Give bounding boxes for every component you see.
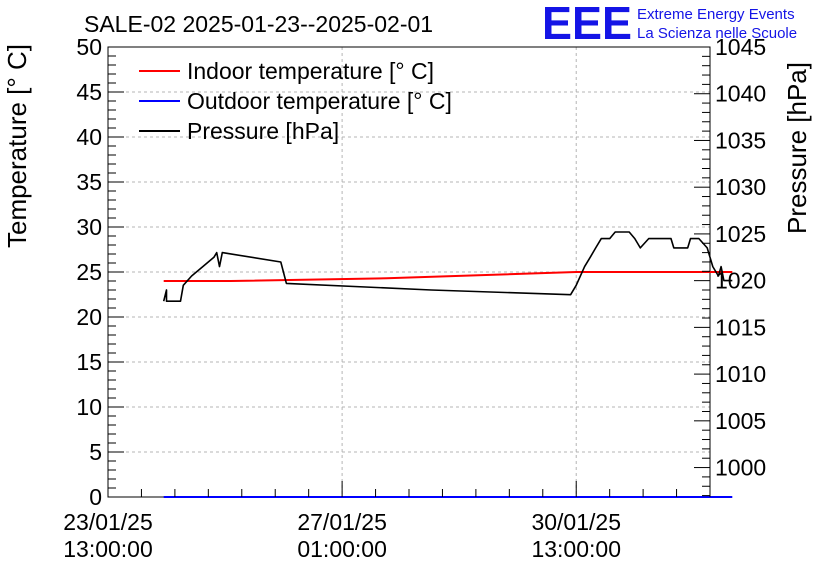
left-tick-label: 20 xyxy=(76,304,102,330)
right-tick-label: 1020 xyxy=(715,268,766,294)
left-tick-label: 45 xyxy=(76,79,102,105)
eee-logo-line2: La Scienza nelle Scuole xyxy=(637,25,797,42)
x-tick-label-date: 30/01/25 xyxy=(531,509,621,535)
left-tick-label: 40 xyxy=(76,124,102,150)
x-tick-label-time: 13:00:00 xyxy=(531,536,621,562)
chart-title: SALE-02 2025-01-23--2025-02-01 xyxy=(84,11,433,37)
legend-label: Outdoor temperature [° C] xyxy=(187,88,452,114)
left-tick-label: 0 xyxy=(89,484,102,510)
left-axis-ticks: 0 5 10 15 20 25 30 35 40 45 50 xyxy=(76,34,124,510)
legend: Indoor temperature [° C] Outdoor temperat… xyxy=(139,58,452,144)
series-line-0 xyxy=(163,271,733,282)
eee-logo: EEE Extreme Energy Events La Scienza nel… xyxy=(542,0,797,49)
series-lines xyxy=(162,231,733,498)
legend-label: Pressure [hPa] xyxy=(187,118,339,144)
x-tick-label-time: 13:00:00 xyxy=(63,536,153,562)
x-tick-label-time: 01:00:00 xyxy=(297,536,387,562)
left-tick-label: 50 xyxy=(76,34,102,60)
left-tick-label: 25 xyxy=(76,259,102,285)
left-tick-label: 35 xyxy=(76,169,102,195)
right-tick-label: 1010 xyxy=(715,361,766,387)
eee-logo-line1: Extreme Energy Events xyxy=(637,6,795,23)
right-tick-label: 1015 xyxy=(715,314,766,340)
right-tick-label: 1045 xyxy=(715,34,766,60)
series-line-2 xyxy=(162,231,733,303)
right-axis-label: Pressure [hPa] xyxy=(782,62,812,234)
x-axis-ticks: 23/01/2513:00:0027/01/2501:00:0030/01/25… xyxy=(63,481,711,562)
left-axis-label: Temperature [° C] xyxy=(2,44,32,248)
right-axis-ticks: 1000 1005 1010 1015 1020 1025 1030 1035 1040 1045 xyxy=(694,34,766,497)
left-tick-label: 30 xyxy=(76,214,102,240)
legend-label: Indoor temperature [° C] xyxy=(187,58,434,84)
left-tick-label: 5 xyxy=(89,439,102,465)
x-tick-label-date: 27/01/25 xyxy=(297,509,387,535)
right-tick-label: 1030 xyxy=(715,174,766,200)
right-tick-label: 1040 xyxy=(715,81,766,107)
left-tick-label: 10 xyxy=(76,394,102,420)
right-tick-label: 1025 xyxy=(715,221,766,247)
right-tick-label: 1000 xyxy=(715,455,766,481)
right-tick-label: 1035 xyxy=(715,127,766,153)
eee-logo-mark: EEE xyxy=(542,0,632,49)
left-tick-label: 15 xyxy=(76,349,102,375)
right-tick-label: 1005 xyxy=(715,408,766,434)
x-tick-label-date: 23/01/25 xyxy=(63,509,153,535)
